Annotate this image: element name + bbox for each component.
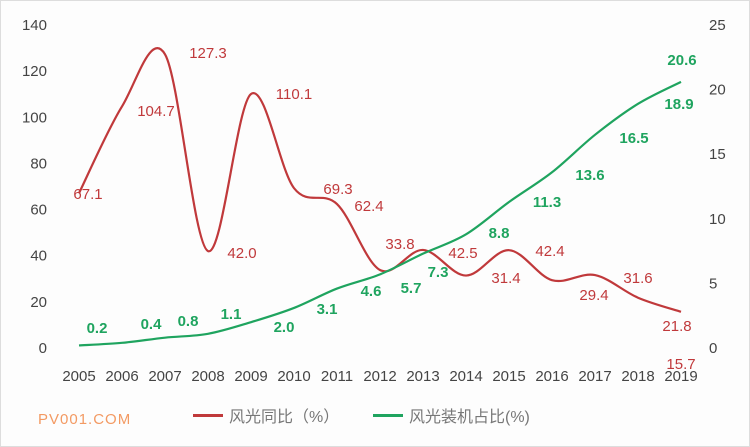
y-left-tick: 60 bbox=[30, 202, 47, 219]
data-label: 104.7 bbox=[137, 103, 175, 120]
x-tick: 2012 bbox=[363, 368, 396, 385]
data-label: 21.8 bbox=[662, 318, 691, 335]
watermark: PV001.COM bbox=[38, 411, 132, 428]
plot-area: 0 20 40 60 80 100 120 140 0 5 10 15 20 25 2005 2006 2007… bbox=[22, 17, 726, 385]
data-label: 0.2 bbox=[87, 320, 108, 337]
data-label: 42.0 bbox=[227, 245, 256, 262]
data-label: 13.6 bbox=[575, 167, 604, 184]
legend-swatch bbox=[373, 413, 403, 417]
data-label: 0.8 bbox=[178, 313, 199, 330]
x-tick: 2017 bbox=[578, 368, 611, 385]
x-tick: 2006 bbox=[105, 368, 138, 385]
y-right-tick: 15 bbox=[709, 146, 726, 163]
data-label: 29.4 bbox=[579, 287, 608, 304]
x-tick: 2018 bbox=[621, 368, 654, 385]
data-label: 1.1 bbox=[221, 306, 242, 323]
data-label: 5.7 bbox=[401, 280, 422, 297]
data-label: 42.4 bbox=[535, 243, 564, 260]
y-left-tick: 20 bbox=[30, 294, 47, 311]
y-right-tick: 5 bbox=[709, 275, 717, 292]
data-label: 42.5 bbox=[448, 245, 477, 262]
y-left-tick: 100 bbox=[22, 109, 47, 126]
data-label: 18.9 bbox=[664, 96, 693, 113]
data-label: 31.6 bbox=[623, 270, 652, 287]
legend-swatch bbox=[193, 413, 223, 417]
y-left-tick: 120 bbox=[22, 63, 47, 80]
data-label: 3.1 bbox=[317, 301, 338, 318]
x-tick: 2007 bbox=[148, 368, 181, 385]
data-label: 33.8 bbox=[385, 236, 414, 253]
legend-label: 风光装机占比(%) bbox=[409, 409, 530, 426]
y-right-tick: 25 bbox=[709, 17, 726, 34]
legend-item-green: 风光装机占比(%) bbox=[373, 403, 530, 427]
legend: PV001.COM 风光同比（%） 风光装机占比(%) bbox=[1, 401, 750, 431]
data-label: 15.7 bbox=[666, 356, 695, 373]
y-left-tick: 140 bbox=[22, 17, 47, 34]
data-label: 7.3 bbox=[428, 264, 449, 281]
x-tick: 2011 bbox=[321, 368, 353, 385]
x-tick: 2013 bbox=[406, 368, 439, 385]
data-label: 11.3 bbox=[533, 194, 561, 211]
x-tick: 2019 bbox=[664, 368, 697, 385]
y-left-tick: 80 bbox=[30, 155, 47, 172]
x-tick: 2010 bbox=[277, 368, 310, 385]
data-label: 127.3 bbox=[189, 45, 227, 62]
data-label: 2.0 bbox=[274, 319, 295, 336]
data-label: 31.4 bbox=[491, 270, 520, 287]
x-tick: 2015 bbox=[492, 368, 525, 385]
data-label: 20.6 bbox=[667, 52, 696, 69]
data-label: 8.8 bbox=[489, 225, 510, 242]
legend-label: 风光同比（%） bbox=[229, 409, 340, 426]
data-label: 62.4 bbox=[354, 198, 383, 215]
series-share-line bbox=[78, 80, 682, 347]
y-left-tick: 0 bbox=[39, 340, 47, 357]
data-label: 67.1 bbox=[73, 186, 102, 203]
x-tick: 2009 bbox=[234, 368, 267, 385]
data-label: 69.3 bbox=[323, 181, 352, 198]
data-label: 16.5 bbox=[619, 130, 648, 147]
legend-item-red: 风光同比（%） bbox=[193, 403, 339, 427]
x-tick: 2016 bbox=[535, 368, 568, 385]
data-label: 4.6 bbox=[361, 283, 382, 300]
y-right-tick: 0 bbox=[709, 340, 717, 357]
x-tick: 2014 bbox=[449, 368, 482, 385]
data-label: 110.1 bbox=[276, 86, 312, 103]
x-tick: 2005 bbox=[62, 368, 95, 385]
series-yoy-line bbox=[78, 47, 682, 313]
data-label: 0.4 bbox=[141, 316, 163, 333]
y-left-tick: 40 bbox=[30, 248, 47, 265]
y-right-tick: 20 bbox=[709, 82, 726, 99]
y-right-tick: 10 bbox=[709, 211, 726, 228]
x-tick: 2008 bbox=[191, 368, 224, 385]
